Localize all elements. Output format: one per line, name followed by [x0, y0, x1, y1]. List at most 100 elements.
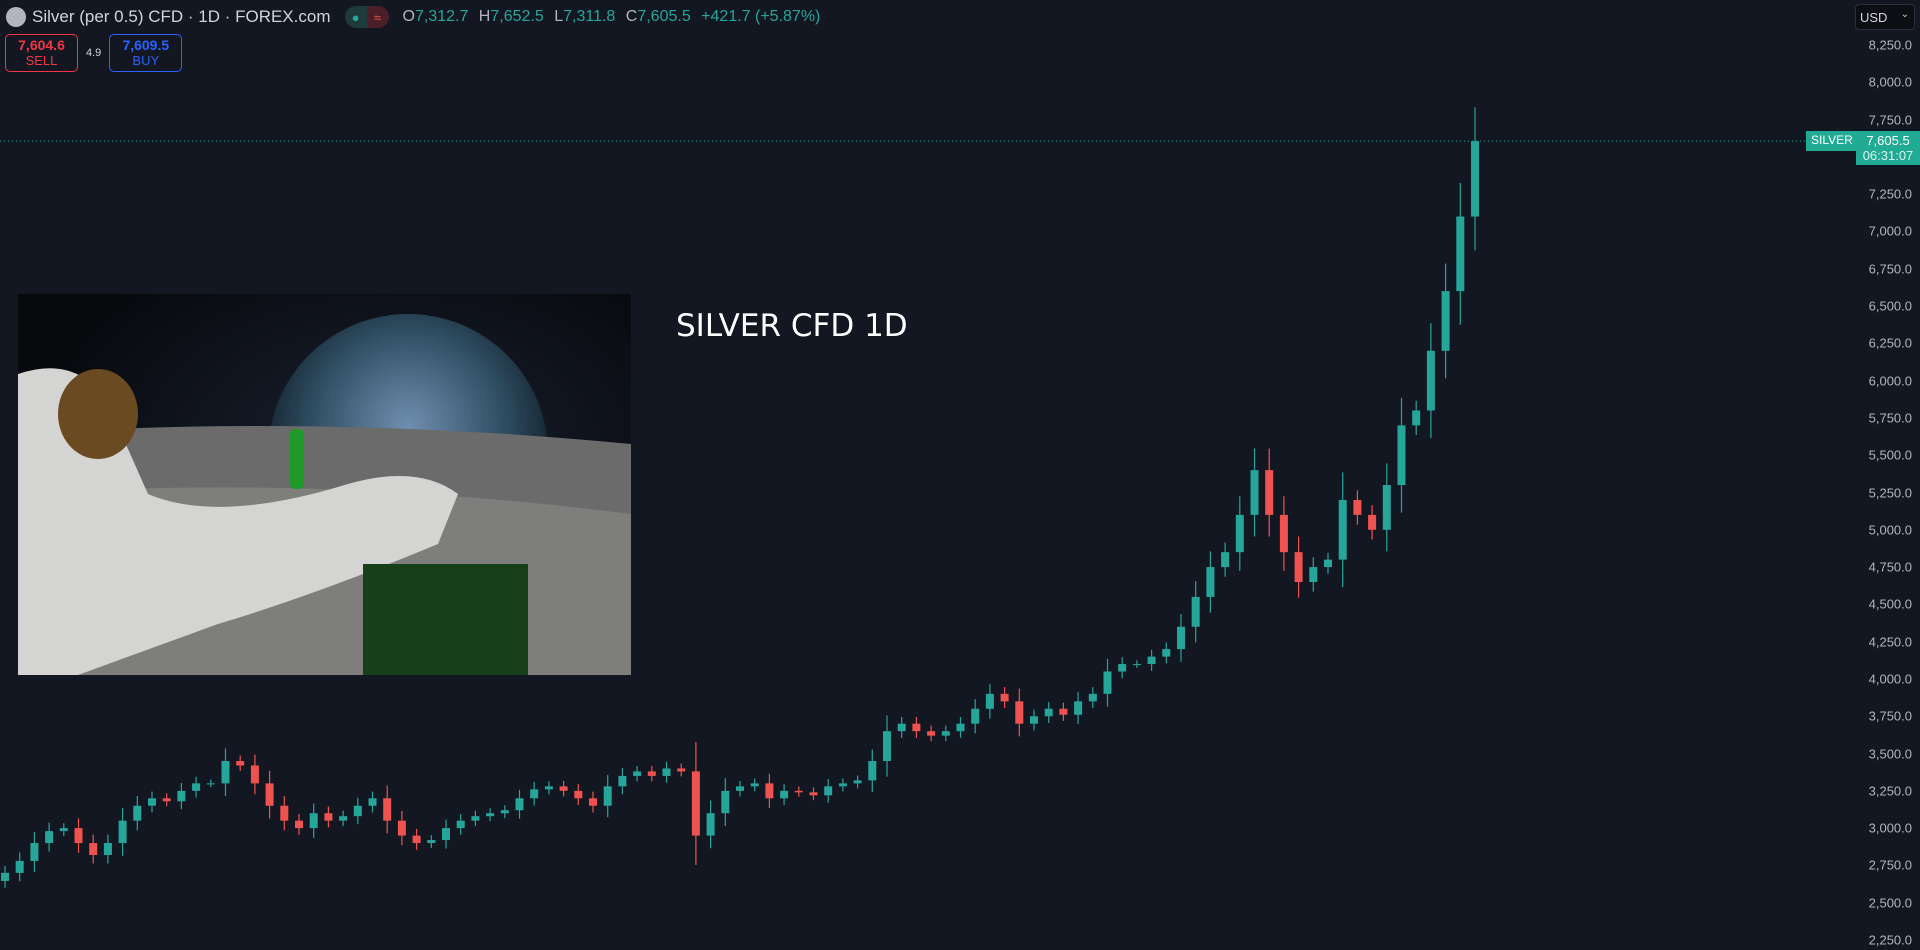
delayed-data-icon[interactable]: ≈: [366, 6, 389, 28]
candle-body: [927, 731, 936, 736]
candle-body: [662, 768, 671, 776]
candle-body: [309, 813, 318, 829]
price-tick: 2,750.0: [1868, 857, 1912, 873]
candle-body: [1147, 656, 1156, 665]
candle-body: [1265, 470, 1274, 515]
price-tick: 2,250.0: [1868, 932, 1912, 948]
candle-body: [442, 828, 450, 841]
candle-body: [1044, 708, 1053, 717]
candle-body: [1279, 514, 1288, 553]
status-indicators[interactable]: ● ≈: [344, 6, 389, 28]
price-tick: 5,000.0: [1868, 522, 1912, 538]
candle-body: [530, 789, 539, 799]
price-tick: 4,000.0: [1868, 671, 1912, 687]
candle-body: [838, 783, 847, 787]
candle-body: [456, 820, 465, 829]
candle-body: [1118, 664, 1127, 672]
candle-body: [1294, 552, 1303, 582]
candle-body: [574, 790, 583, 799]
price-tick: 5,250.0: [1868, 485, 1912, 500]
candle-body: [250, 765, 259, 784]
market-open-dot-icon[interactable]: ●: [344, 6, 367, 28]
candle-body: [133, 805, 142, 821]
price-axis[interactable]: 8,250.0 8,000.0 7,750.0 7,250.0 7,000.0 6,750…: [1856, 0, 1920, 950]
candle-body: [1162, 649, 1171, 657]
candle-body: [1250, 470, 1259, 515]
candle-body: [1074, 701, 1083, 715]
candle-body: [736, 786, 744, 791]
candle-body: [412, 835, 421, 844]
chart-annotation-text[interactable]: SILVER CFD 1D: [676, 308, 908, 344]
symbol-title[interactable]: Silver (per 0.5) CFD · 1D · FOREX.com: [32, 7, 331, 26]
candle-body: [1441, 291, 1450, 351]
price-tick: 7,750.0: [1868, 112, 1912, 128]
sell-button[interactable]: 7,604.6 SELL: [5, 34, 78, 72]
change-value: +421.7 (+5.87%): [701, 8, 821, 25]
chevron-down-icon: ⌄: [1900, 9, 1909, 20]
candle-body: [1206, 567, 1215, 597]
candle-body: [1235, 514, 1244, 553]
candle-body: [162, 798, 171, 802]
sell-label: SELL: [25, 53, 58, 68]
silver-logo-icon: [6, 7, 26, 27]
candle-body: [368, 798, 377, 806]
candle-body: [500, 810, 509, 814]
candle-body: [15, 860, 24, 873]
price-tick: 7,000.0: [1868, 223, 1912, 239]
high-label: H: [478, 8, 491, 25]
candle-body: [74, 828, 83, 844]
candle-body: [118, 820, 127, 844]
candle-body: [1426, 350, 1435, 411]
candle-body: [1000, 693, 1009, 702]
candle-body: [221, 761, 230, 784]
candle-body: [1412, 410, 1421, 426]
candle-body: [544, 786, 553, 790]
candle-body: [30, 843, 39, 861]
candle-body: [971, 708, 980, 724]
candle-body: [677, 768, 686, 772]
candle-body: [280, 805, 289, 821]
candle-body: [1456, 216, 1465, 292]
open-label: O: [402, 8, 415, 25]
candle-body: [824, 786, 833, 796]
price-tick: 4,750.0: [1868, 559, 1912, 575]
candle-body: [148, 798, 156, 806]
candle-body: [339, 816, 348, 821]
candle-body: [427, 840, 436, 844]
open-value: 7,312.7: [414, 8, 469, 25]
candle-body: [721, 790, 730, 814]
candle-body: [471, 816, 480, 821]
currency-select[interactable]: USD ⌄: [1855, 4, 1915, 30]
candle-body: [383, 798, 392, 821]
candle-body: [1221, 552, 1230, 568]
candle-body: [1, 872, 9, 881]
candle-body: [1368, 514, 1377, 530]
symbol-legend: Silver (per 0.5) CFD · 1D · FOREX.com ● …: [6, 6, 820, 28]
price-tick: 6,250.0: [1868, 335, 1912, 351]
high-value: 7,652.5: [490, 8, 544, 25]
candle-body: [486, 813, 495, 817]
price-tick: 5,500.0: [1868, 447, 1912, 463]
buy-button[interactable]: 7,609.5 BUY: [109, 34, 183, 72]
candle-body: [1103, 671, 1112, 694]
candle-body: [265, 783, 274, 806]
candle-body: [206, 783, 215, 785]
candle-body: [89, 843, 98, 855]
candle-body: [295, 820, 303, 829]
candle-body: [1030, 716, 1038, 724]
candle-body: [1353, 499, 1362, 515]
price-tick: 8,000.0: [1868, 74, 1912, 90]
candle-body: [883, 731, 891, 761]
candle-body: [1059, 708, 1068, 715]
candle-body: [706, 813, 715, 836]
candle-body: [897, 723, 906, 732]
candle-body: [192, 783, 201, 791]
candle-body: [1382, 485, 1391, 530]
price-chart[interactable]: [0, 0, 1856, 950]
price-tick: 3,750.0: [1868, 708, 1912, 724]
last-price-label: 7,605.5 06:31:07: [1856, 131, 1920, 166]
candle-body: [956, 723, 965, 732]
candle-body: [1191, 596, 1200, 627]
candle-body: [750, 783, 759, 787]
buy-label: BUY: [132, 53, 160, 68]
